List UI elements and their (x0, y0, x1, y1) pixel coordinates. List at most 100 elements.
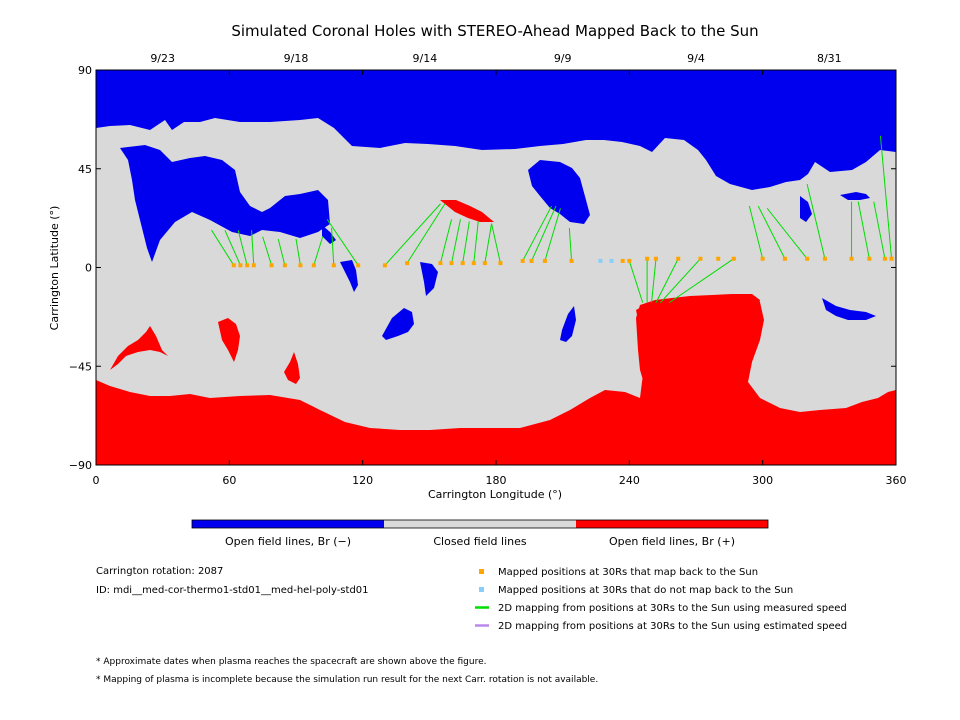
date-tick-5: 8/31 (817, 52, 842, 65)
x-tick-label-5: 300 (752, 474, 773, 487)
mapping-lines (211, 135, 893, 304)
positive-lobe-25 (110, 326, 168, 370)
mapped-point-28 (716, 256, 721, 261)
south-positive-upper (636, 294, 760, 404)
mapped-points (231, 256, 894, 268)
mapped-point-20 (542, 258, 547, 263)
mapped-point-29 (731, 256, 736, 261)
date-tick-0: 9/23 (150, 52, 175, 65)
mapping-line-2 (237, 230, 248, 266)
patch-138-south (382, 308, 414, 340)
date-tick-2: 9/14 (413, 52, 438, 65)
mapping-line-34 (873, 201, 886, 259)
mapping-line-35 (879, 135, 893, 259)
north-negative-lobe (120, 145, 330, 262)
mapping-line-18 (522, 205, 552, 262)
mapped-point-25 (654, 256, 658, 261)
x-tick-label-2: 120 (352, 474, 373, 487)
mapped-point-9 (356, 263, 361, 268)
y-tick-label-4: 90 (78, 64, 92, 77)
north-positive-patch (440, 200, 494, 222)
mapping-line-22 (628, 260, 644, 303)
mapping-line-1 (224, 229, 241, 266)
mapping-line-0 (211, 229, 235, 266)
carrington-rotation: Carrington rotation: 2087 (96, 566, 224, 577)
legend: Mapped positions at 30Rs that map back t… (475, 567, 847, 632)
mapped-point-23 (627, 258, 632, 263)
mapping-line-17 (491, 223, 501, 264)
mapped-point-19 (529, 258, 534, 263)
footnote-incomplete: * Mapping of plasma is incomplete becaus… (96, 675, 599, 685)
footnote-dates: * Approximate dates when plasma reaches … (96, 657, 487, 667)
chart-title: Simulated Coronal Holes with STEREO-Ahea… (231, 22, 758, 40)
mapped-point-24 (645, 256, 650, 261)
mapped-point-36 (882, 256, 887, 261)
date-tick-1: 9/18 (284, 52, 309, 65)
mapped-point-21 (569, 258, 574, 263)
mapped-point-32 (805, 256, 810, 261)
mapping-line-10 (384, 203, 441, 266)
y-tick-label-2: 0 (85, 262, 92, 275)
mapping-line-11 (406, 203, 446, 264)
mapping-line-29 (757, 205, 786, 259)
mapping-line-30 (766, 207, 808, 260)
y-tick-label-3: 45 (78, 163, 92, 176)
mapped-point-22 (620, 258, 625, 263)
colorbar-segment-1 (384, 520, 576, 528)
north-polar-hole (96, 70, 896, 190)
mapped-point-8 (331, 263, 336, 268)
mapped-point-12 (438, 261, 443, 266)
y-tick-label-0: −90 (69, 459, 92, 472)
plot-area (96, 70, 896, 465)
legend-label-2: 2D mapping from positions at 30Rs to the… (498, 603, 847, 614)
legend-label-1: Mapped positions at 30Rs that do not map… (498, 585, 793, 596)
mapping-line-19 (531, 205, 557, 262)
x-axis-ticks: 0 60 120 180 240 300 360 (93, 70, 907, 487)
mapping-line-13 (451, 219, 461, 264)
legend-marker-0 (479, 569, 484, 574)
x-tick-label-4: 240 (619, 474, 640, 487)
mapping-line-7 (313, 236, 324, 266)
mapped-point-3 (251, 263, 256, 268)
patch-210 (528, 160, 590, 224)
south-polar-hole (96, 296, 896, 465)
mapping-line-28 (748, 205, 764, 259)
mapping-line-26 (660, 258, 701, 303)
mapping-line-4 (262, 236, 273, 266)
mapping-line-24 (651, 258, 657, 303)
y-axis-label: Carrington Latitude (°) (48, 206, 61, 331)
mapped-point-34 (849, 256, 854, 261)
mapped-point-35 (867, 256, 872, 261)
colorbar: Open field lines, Br (−) Closed field lin… (191, 519, 769, 548)
x-axis-label: Carrington Longitude (°) (428, 488, 562, 501)
positive-lobe-60 (218, 318, 240, 362)
mapped-point-13 (449, 261, 454, 266)
y-tick-label-1: −45 (69, 360, 92, 373)
patch-118 (340, 260, 358, 292)
mapped-point-2 (245, 263, 250, 268)
legend-label-3: 2D mapping from positions at 30Rs to the… (498, 621, 847, 632)
mapping-line-20 (544, 208, 561, 262)
date-tick-3: 9/9 (554, 52, 572, 65)
colorbar-label-0: Open field lines, Br (−) (225, 535, 351, 548)
mapping-line-27 (669, 258, 735, 304)
mapped-point-18 (520, 258, 525, 263)
mapped-point-17 (498, 261, 503, 266)
patch-214-south (560, 306, 576, 342)
patch-150 (420, 262, 438, 296)
patch-345-south (822, 298, 876, 320)
x-tick-label-3: 180 (486, 474, 507, 487)
colorbar-segment-0 (192, 520, 384, 528)
mapping-line-25 (655, 258, 679, 303)
mapping-line-31 (806, 183, 826, 259)
mapped-point-4 (269, 263, 274, 268)
mapping-line-21 (568, 227, 573, 261)
mapped-point-7 (311, 263, 316, 268)
mapped-point-0 (231, 263, 236, 268)
mapped-point-15 (471, 261, 476, 266)
date-tick-4: 9/4 (687, 52, 705, 65)
mapping-line-8 (331, 227, 335, 266)
colorbar-segment-2 (576, 520, 768, 528)
mapped-point-6 (298, 263, 303, 268)
mapped-point-27 (698, 256, 703, 261)
